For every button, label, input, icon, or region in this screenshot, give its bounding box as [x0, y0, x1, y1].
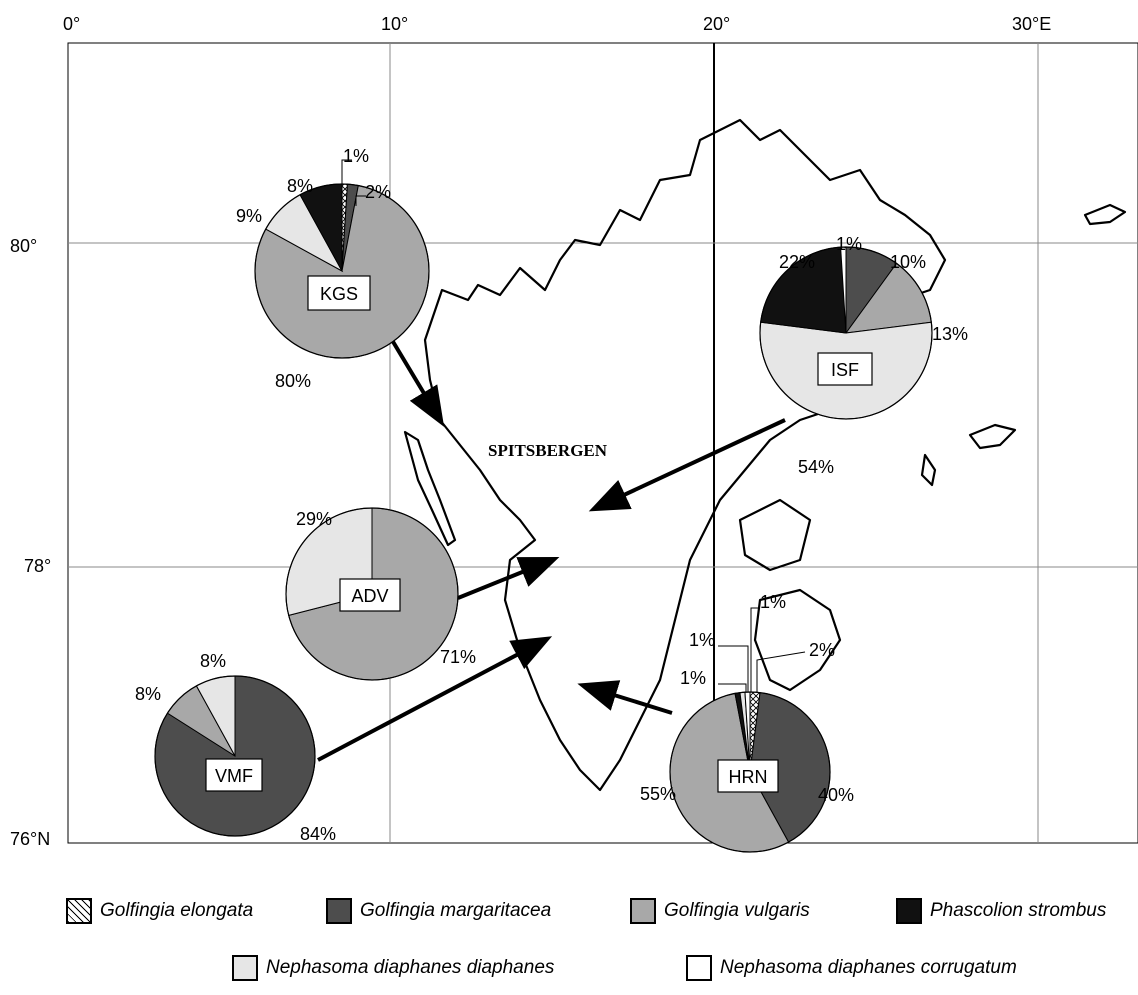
pie-value-label: 8%	[287, 176, 313, 196]
leader-line	[756, 651, 806, 692]
pie-value-label: 8%	[135, 684, 161, 704]
leader-line	[718, 683, 747, 692]
arrow-hrn	[577, 680, 673, 715]
pie-value-label: 9%	[236, 206, 262, 226]
leader-line	[718, 645, 749, 692]
graticule	[67, 42, 1138, 844]
pie-value-label: 2%	[365, 182, 391, 202]
legend-swatch-phascolion-strombus	[896, 898, 922, 924]
pie-value-label: 1%	[760, 592, 786, 612]
arrow-kgs	[390, 338, 445, 427]
lon-label-0: 0°	[63, 14, 80, 34]
arrow-vmf	[317, 636, 553, 762]
site-label: ADV	[351, 586, 388, 606]
leader-line	[750, 607, 760, 692]
legend-label: Golfingia vulgaris	[664, 900, 810, 921]
legend-item-nephasoma-diaphanes-diaphanes: Nephasoma diaphanes diaphanes	[232, 955, 554, 981]
legend-swatch-nephasoma-diaphanes-diaphanes	[232, 955, 258, 981]
lat-label-80: 80°	[10, 236, 37, 256]
pie-value-label: 40%	[818, 785, 854, 805]
pie-charts: KGS 1% 2% 80% 9% 8% ISF 10% 13% 54% 22% 1% ADV 71% 29%…	[135, 146, 968, 853]
legend-item-golfingia-vulgaris: Golfingia vulgaris	[630, 898, 810, 924]
pie-value-label: 1%	[680, 668, 706, 688]
legend-swatch-golfingia-vulgaris	[630, 898, 656, 924]
legend-label: Phascolion strombus	[930, 900, 1107, 921]
lat-label-78: 78°	[24, 556, 51, 576]
pie-value-label: 80%	[275, 371, 311, 391]
site-label-box	[339, 578, 401, 612]
legend-item-golfingia-margaritacea: Golfingia margaritacea	[326, 898, 551, 924]
pie-outline	[759, 246, 933, 420]
legend-swatch-nephasoma-diaphanes-corrugatum	[686, 955, 712, 981]
pie-value-label: 8%	[200, 651, 226, 671]
pie-outline	[285, 507, 459, 681]
legend-label: Golfingia margaritacea	[360, 900, 552, 921]
pie-outline	[154, 675, 316, 837]
pie-vmf: VMF 84% 8% 8%	[135, 651, 336, 844]
pie-value-label: 54%	[798, 457, 834, 477]
pie-value-label: 84%	[300, 824, 336, 844]
lon-label-10: 10°	[381, 14, 408, 34]
legend-item-golfingia-elongata: Golfingia elongata	[66, 898, 253, 924]
pie-hrn: HRN 2% 40% 55% 1% 1% 1%	[640, 592, 854, 853]
pie-value-label: 1%	[836, 234, 862, 254]
pie-value-label: 2%	[809, 640, 835, 660]
arrows	[317, 338, 786, 762]
lon-label-20: 20°	[703, 14, 730, 34]
site-label-box	[817, 352, 873, 386]
site-label-box	[717, 759, 779, 793]
pie-value-label: 71%	[440, 647, 476, 667]
legend-label: Nephasoma diaphanes diaphanes	[266, 957, 555, 978]
site-label: HRN	[729, 767, 768, 787]
region-label: SPITSBERGEN	[488, 441, 608, 460]
pie-value-label: 13%	[932, 324, 968, 344]
pie-adv: ADV 71% 29%	[285, 507, 476, 681]
pie-kgs: KGS 1% 2% 80% 9% 8%	[236, 146, 430, 391]
lat-label-76: 76°N	[10, 829, 50, 849]
pie-value-label: 1%	[689, 630, 715, 650]
arrow-adv	[457, 557, 560, 600]
pie-isf: ISF 10% 13% 54% 22% 1%	[759, 234, 968, 477]
lon-label-30: 30°E	[1012, 14, 1051, 34]
pie-value-label: 22%	[779, 252, 815, 272]
legend-swatch-golfingia-elongata	[66, 898, 92, 924]
legend-label: Golfingia elongata	[100, 900, 254, 921]
legend-label: Nephasoma diaphanes corrugatum	[720, 957, 1017, 978]
legend-item-phascolion-strombus: Phascolion strombus	[896, 898, 1106, 924]
arrow-isf	[588, 418, 786, 512]
leader-line	[355, 195, 366, 206]
legend: Golfingia elongata Golfingia margaritace…	[0, 895, 1138, 995]
pie-outline	[669, 691, 831, 853]
pie-value-label: 29%	[296, 509, 332, 529]
site-label: KGS	[320, 284, 358, 304]
pie-value-label: 1%	[343, 146, 369, 166]
leader-line	[341, 159, 352, 184]
site-label: ISF	[831, 360, 859, 380]
legend-swatch-golfingia-margaritacea	[326, 898, 352, 924]
legend-item-nephasoma-diaphanes-corrugatum: Nephasoma diaphanes corrugatum	[686, 955, 1017, 981]
pie-value-label: 10%	[890, 252, 926, 272]
site-label-box	[205, 758, 263, 792]
site-label-box	[307, 275, 371, 311]
pie-value-label: 55%	[640, 784, 676, 804]
site-label: VMF	[215, 766, 253, 786]
